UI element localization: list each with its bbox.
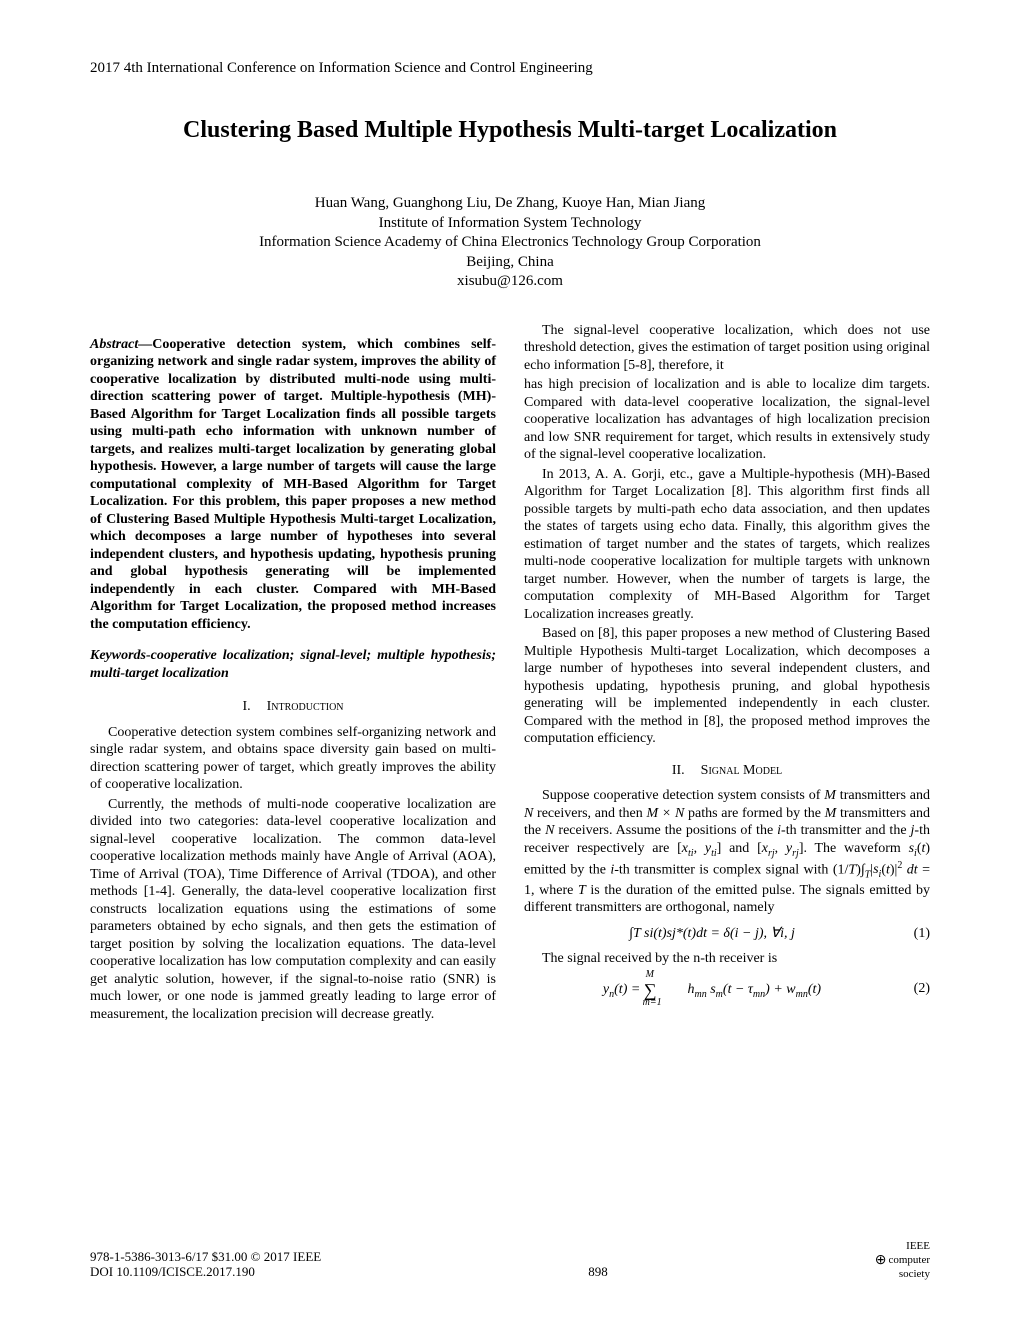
abstract-text: Cooperative detection system, which comb… [90,337,496,632]
footer-doi: DOI 10.1109/ICISCE.2017.190 [90,1264,321,1280]
abstract-label: Abstract— [90,337,152,352]
author-location: Beijing, China [90,253,930,273]
page-footer: 978-1-5386-3013-6/17 $31.00 © 2017 IEEE … [90,1240,930,1280]
author-affiliation-2: Information Science Academy of China Ele… [90,233,930,253]
abstract: Abstract—Cooperative detection system, w… [90,336,496,634]
keywords: Keywords-cooperative localization; signa… [90,647,496,682]
author-affiliation-1: Institute of Information System Technolo… [90,214,930,234]
author-email: xisubu@126.com [90,272,930,292]
computer-text: computer [888,1254,930,1266]
section-title: Introduction [267,699,344,714]
author-names: Huan Wang, Guanghong Liu, De Zhang, Kuoy… [90,194,930,214]
computer-society-icon: ⊕ [875,1253,887,1268]
intro-para-2: Currently, the methods of multi-node coo… [90,796,496,1024]
footer-society-logo: IEEE ⊕ computer society [875,1240,930,1280]
section-number: II. [672,763,685,778]
footer-isbn: 978-1-5386-3013-6/17 $31.00 © 2017 IEEE [90,1249,321,1265]
equation-1-body: ∫T si(t)sj*(t)dt = δ(i − j), ∀i, j [524,925,900,943]
intro-para-5: In 2013, A. A. Gorji, etc., gave a Multi… [524,466,930,624]
equation-2-body: yn(t) = ∑m=1M hmn sm(t − τmn) + wmn(t) [524,976,900,1001]
intro-para-3: The signal-level cooperative localizatio… [524,322,930,375]
section-number: I. [242,699,250,714]
section-heading-intro: I. Introduction [90,698,496,716]
ieee-text: IEEE [875,1240,930,1252]
intro-para-4: has high precision of localization and i… [524,376,930,464]
author-block: Huan Wang, Guanghong Liu, De Zhang, Kuoy… [90,194,930,292]
footer-left: 978-1-5386-3013-6/17 $31.00 © 2017 IEEE … [90,1249,321,1280]
signal-para-2: The signal received by the n-th receiver… [524,950,930,968]
signal-para-1: Suppose cooperative detection system con… [524,787,930,917]
section-heading-signal: II. Signal Model [524,762,930,780]
society-text: society [875,1268,930,1280]
page: 2017 4th International Conference on Inf… [0,0,1020,1320]
paper-title: Clustering Based Multiple Hypothesis Mul… [90,117,930,144]
body-columns: Abstract—Cooperative detection system, w… [90,322,930,1024]
footer-page-number: 898 [588,1264,608,1280]
intro-para-1: Cooperative detection system combines se… [90,724,496,794]
conference-header: 2017 4th International Conference on Inf… [90,60,930,77]
equation-2: yn(t) = ∑m=1M hmn sm(t − τmn) + wmn(t) (… [524,976,930,1001]
section-title: Signal Model [701,763,783,778]
equation-1: ∫T si(t)sj*(t)dt = δ(i − j), ∀i, j (1) [524,925,930,943]
equation-1-number: (1) [900,925,930,943]
intro-para-6: Based on [8], this paper proposes a new … [524,625,930,748]
equation-2-number: (2) [900,980,930,998]
